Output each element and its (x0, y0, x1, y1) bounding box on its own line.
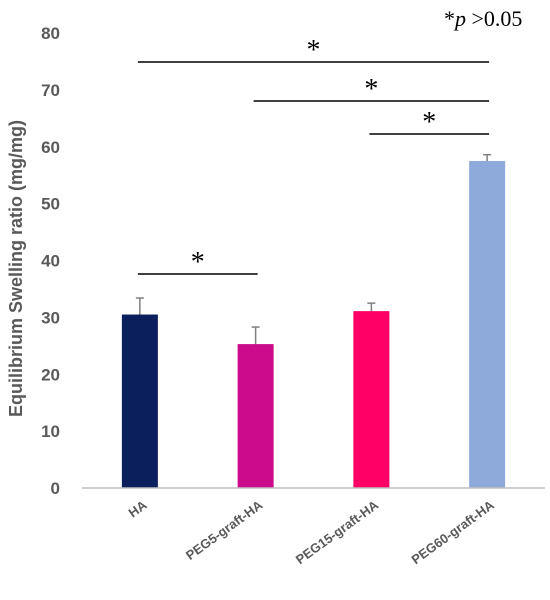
y-tick-label: 0 (51, 479, 60, 498)
x-tick-label: PEG15-graft-HA (293, 497, 382, 567)
significance-note: *p >0.05 (444, 6, 522, 31)
y-tick-label: 10 (41, 422, 60, 441)
significance-star: * (307, 35, 321, 66)
y-tick-labels: 0 10 20 30 40 50 60 70 80 (41, 24, 60, 498)
y-tick-label: 40 (41, 252, 60, 271)
x-tick-label: PEG5-graft-HA (183, 497, 266, 563)
significance-star: * (422, 107, 436, 138)
y-axis-label: Equilibrium Swelling ratio (mg/mg) (6, 120, 26, 417)
significance-brackets: * * * * (137, 35, 490, 278)
bar (237, 344, 274, 488)
y-tick-label: 70 (41, 81, 60, 100)
bar (469, 160, 506, 488)
x-tick-label: HA (126, 497, 151, 521)
bar (353, 311, 390, 488)
x-tick-label: PEG60-graft-HA (409, 497, 498, 567)
y-tick-label: 50 (41, 195, 60, 214)
note-p: p (453, 6, 466, 31)
note-threshold: >0.05 (466, 6, 522, 31)
y-tick-label: 30 (41, 308, 60, 327)
note-star: * (444, 6, 455, 31)
y-tick-label: 80 (41, 24, 60, 43)
bars (121, 160, 506, 488)
x-tick-labels: HA PEG5-graft-HA PEG15-graft-HA PEG60-graft… (126, 497, 498, 567)
error-bars (135, 153, 492, 362)
significance-star: * (364, 74, 378, 105)
bar (121, 314, 158, 488)
significance-star: * (191, 247, 205, 278)
y-tick-label: 60 (41, 138, 60, 157)
y-tick-label: 20 (41, 365, 60, 384)
